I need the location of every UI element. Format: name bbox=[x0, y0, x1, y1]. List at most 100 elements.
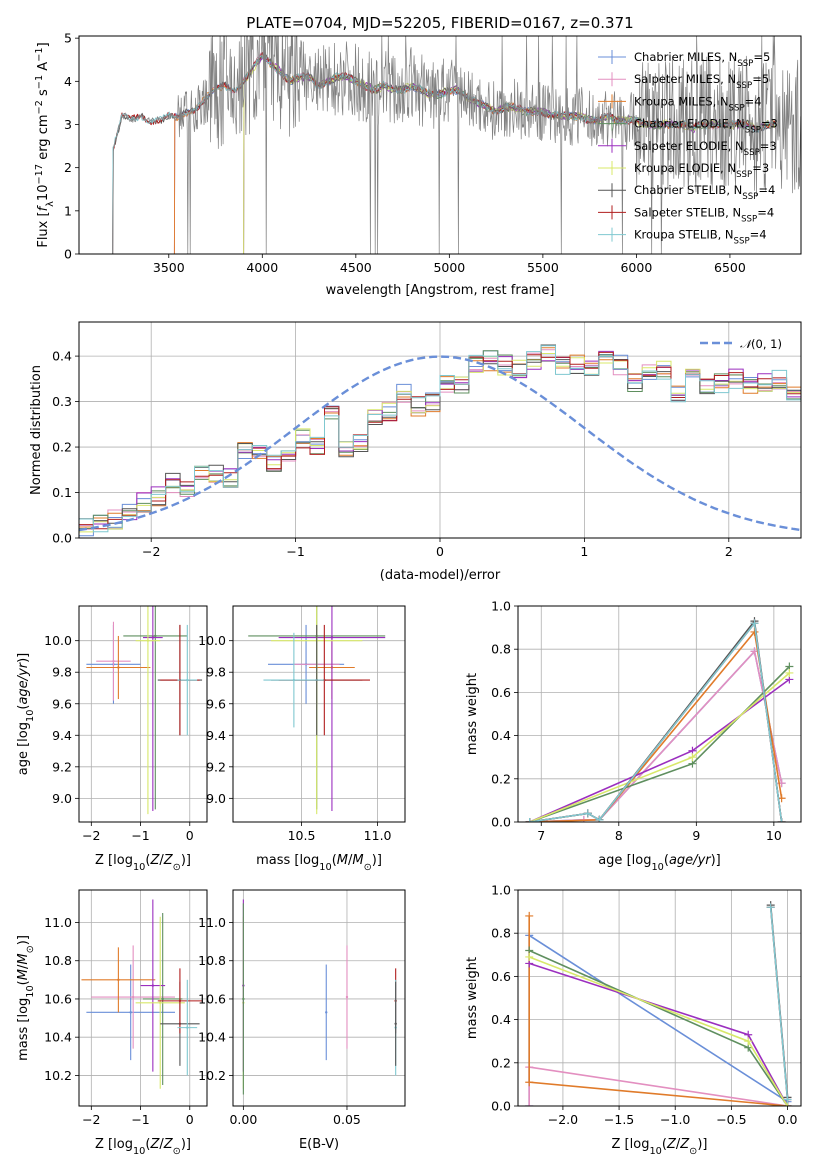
panel-residuals: −2 −1 0 1 2 0.0 0.1 0.2 0.3 0.4 (data-model)/error… bbox=[29, 321, 802, 583]
y-tick-label: 0.2 bbox=[491, 771, 511, 786]
y-axis-label: age [log10(age/yr)] bbox=[16, 653, 36, 776]
data-point bbox=[178, 999, 182, 1003]
x-tick-label: 10 bbox=[766, 828, 782, 843]
weight-point-marker bbox=[783, 1095, 792, 1104]
panel-weight_vs_Z: −2.0 −1.5 −1.0 −0.5 0.0 0.0 0.2 0.4 0.6 0.8 1.0 Z [… bbox=[465, 883, 802, 1157]
data-point bbox=[161, 997, 164, 1001]
weight-point-marker bbox=[525, 911, 534, 920]
histogram-step-line bbox=[79, 345, 801, 533]
weight-series-line bbox=[769, 907, 789, 1100]
x-tick-label: 8 bbox=[615, 828, 623, 843]
y-tick-label: 10.4 bbox=[44, 1030, 72, 1045]
weight-point-marker bbox=[525, 1078, 534, 1087]
x-tick-label: −1 bbox=[286, 544, 304, 559]
panel-spectrum: 3500 4000 4500 5000 5500 6000 6500 0 1 2 3 4 5 wavele… bbox=[34, 31, 802, 298]
data-point bbox=[345, 995, 349, 999]
legend-entry-label: Kroupa STELIB, NSSP=4 bbox=[634, 228, 767, 247]
x-axis-label: Z [log10(Z/Z⊙)] bbox=[95, 1137, 191, 1157]
axes-frame bbox=[517, 605, 802, 823]
y-tick-label: 10.2 bbox=[198, 1068, 226, 1083]
legend-entry-label: Salpeter ELODIE, NSSP=3 bbox=[634, 139, 777, 158]
plot-area-weight_vs_Z bbox=[525, 901, 792, 1106]
y-tick-label: 10.0 bbox=[44, 633, 72, 648]
y-tick-label: 0.0 bbox=[52, 531, 72, 546]
y-tick-label: 9.2 bbox=[206, 759, 226, 774]
legend-entry-label: 𝒩(0, 1) bbox=[740, 337, 782, 351]
grid-age_vs_mass bbox=[233, 606, 405, 822]
data-point bbox=[151, 636, 155, 639]
legend: 𝒩(0, 1) bbox=[700, 337, 782, 351]
plots-layer: 3500 4000 4500 5000 5500 6000 6500 0 1 2 3 4 5 wavele… bbox=[16, 31, 802, 1157]
y-tick-label: 10.4 bbox=[198, 1030, 226, 1045]
x-tick-label: −2 bbox=[82, 828, 100, 843]
x-axis-label: Z [log10(Z/Z⊙)] bbox=[95, 853, 191, 873]
y-tick-label: 9.6 bbox=[52, 696, 72, 711]
panel-age_vs_mass: 10.5 11.0 9.0 9.2 9.4 9.6 9.8 10.0 mass [log10(M… bbox=[198, 605, 406, 873]
y-tick-label: 9.6 bbox=[206, 696, 226, 711]
x-tick-label: 11.0 bbox=[364, 828, 392, 843]
x-tick-label: −1 bbox=[131, 828, 149, 843]
plot-area-mass_vs_Z bbox=[81, 899, 203, 1089]
weight-point-marker bbox=[688, 753, 697, 762]
y-axis-label: mass weight bbox=[465, 673, 480, 755]
y-tick-label: 0.2 bbox=[491, 1055, 511, 1070]
weight-point-marker bbox=[777, 818, 786, 822]
legend-entry-label: Chabrier STELIB, NSSP=4 bbox=[634, 183, 775, 202]
data-point bbox=[330, 636, 334, 639]
y-tick-label: 9.2 bbox=[52, 759, 72, 774]
data-point bbox=[154, 634, 157, 638]
x-tick-label: −1.0 bbox=[660, 1112, 690, 1127]
x-tick-label: 0.05 bbox=[333, 1112, 361, 1127]
axes-frame bbox=[78, 35, 802, 255]
data-point bbox=[186, 1026, 189, 1029]
x-tick-label: 5000 bbox=[433, 260, 465, 275]
legend-entry-label: Chabrier ELODIE, NSSP=3 bbox=[634, 117, 778, 136]
weight-point-marker bbox=[525, 1102, 534, 1106]
x-axis-label: wavelength [Angstrom, rest frame] bbox=[326, 283, 555, 298]
y-tick-label: 0.3 bbox=[52, 394, 72, 409]
data-point bbox=[129, 1011, 132, 1014]
plot-area-weight_vs_age bbox=[525, 617, 794, 822]
y-tick-label: 10.8 bbox=[44, 953, 72, 968]
x-tick-label: −0.5 bbox=[716, 1112, 746, 1127]
y-tick-label: 2 bbox=[64, 160, 72, 175]
weight-point-marker bbox=[766, 903, 775, 912]
x-tick-label: 5500 bbox=[527, 260, 559, 275]
y-tick-label: 11.0 bbox=[198, 915, 226, 930]
y-tick-label: 9.8 bbox=[206, 665, 226, 680]
x-axis-label: age [log10(age/yr)] bbox=[598, 853, 721, 873]
normal-curve-line bbox=[79, 355, 801, 532]
observed-spectrum-line bbox=[112, 36, 801, 254]
y-tick-label: 10.6 bbox=[198, 991, 226, 1006]
weight-point-marker bbox=[750, 619, 759, 628]
legend: Chabrier MILES, NSSP=5 Salpeter MILES, NS… bbox=[598, 50, 778, 247]
y-axis-label: Flux [fλ10−17 erg cm−2 s−1 A−1] bbox=[34, 42, 56, 247]
data-point bbox=[146, 639, 150, 642]
x-tick-label: 2 bbox=[725, 544, 733, 559]
data-point bbox=[186, 678, 189, 682]
y-tick-label: 11.0 bbox=[44, 915, 72, 930]
data-point bbox=[242, 997, 245, 1001]
x-tick-label: 3500 bbox=[153, 260, 185, 275]
panel-mass_vs_Z: −2 −1 0 10.2 10.4 10.6 10.8 11.0 Z [log10(Z/Z⊙)]… bbox=[16, 889, 208, 1157]
y-tick-label: 0.0 bbox=[491, 815, 511, 830]
y-tick-label: 0.4 bbox=[491, 728, 511, 743]
x-tick-label: 9 bbox=[692, 828, 700, 843]
x-tick-label: −2 bbox=[142, 544, 160, 559]
y-tick-label: 0 bbox=[64, 247, 72, 262]
y-tick-label: 10.8 bbox=[198, 953, 226, 968]
legend-entry-label: Kroupa ELODIE, NSSP=3 bbox=[634, 161, 769, 180]
plot-area-residuals bbox=[79, 344, 801, 537]
legend-entry-label: Salpeter MILES, NSSP=5 bbox=[634, 72, 769, 91]
legend-entry-label: Kroupa MILES, NSSP=4 bbox=[634, 94, 762, 113]
x-tick-label: 0 bbox=[186, 1112, 194, 1127]
y-tick-label: 0.1 bbox=[52, 485, 72, 500]
y-tick-label: 0.4 bbox=[491, 1012, 511, 1027]
grid-mass_vs_Z bbox=[79, 890, 207, 1106]
y-tick-label: 5 bbox=[64, 31, 72, 46]
y-axis-label: mass weight bbox=[465, 957, 480, 1039]
x-tick-label: 6000 bbox=[620, 260, 652, 275]
x-axis-label: E(B-V) bbox=[299, 1137, 339, 1152]
axes-frame bbox=[78, 889, 208, 1107]
